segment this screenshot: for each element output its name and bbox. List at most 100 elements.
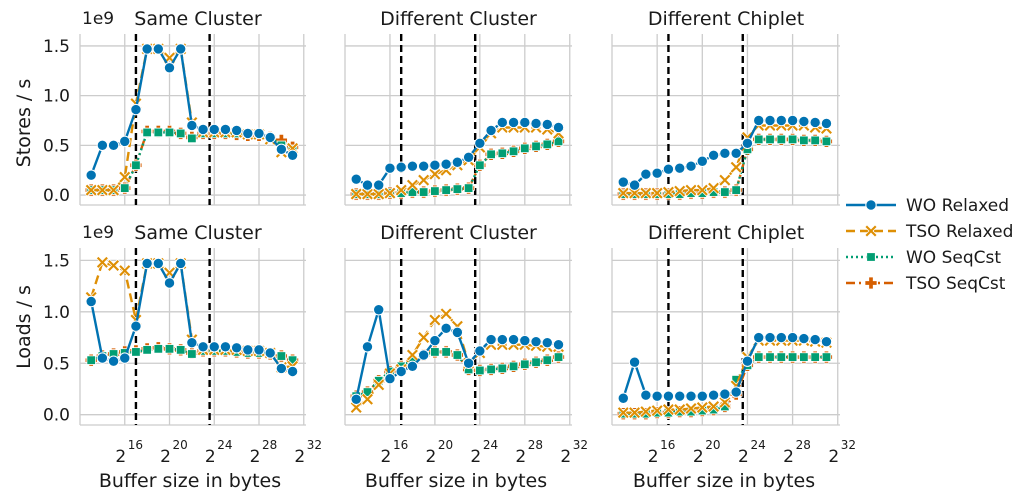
data-point (474, 345, 486, 357)
x-axis-label-1: Buffer size in bytes (99, 470, 281, 492)
data-point (107, 139, 120, 152)
data-point (662, 163, 675, 175)
data-point (164, 127, 175, 138)
data-point (707, 149, 720, 161)
data-point (695, 183, 709, 197)
data-point (541, 336, 553, 349)
data-point (628, 179, 641, 191)
x-tick-exponent: 24 (750, 438, 765, 452)
data-point (530, 117, 542, 130)
data-point (86, 355, 96, 365)
data-point (418, 187, 429, 197)
data-point (417, 173, 431, 187)
x-tick-exponent: 32 (841, 438, 856, 452)
y-tick-label: 1.0 (43, 87, 70, 107)
row-ylabel-loads: Loads / s (13, 285, 35, 369)
x-tick-label: 2 (560, 447, 571, 467)
data-point (141, 43, 153, 55)
data-point (542, 139, 552, 150)
data-point (96, 139, 109, 152)
data-point (673, 403, 687, 417)
data-point (685, 160, 697, 172)
data-point (809, 116, 821, 129)
data-point (407, 187, 418, 197)
data-point (552, 339, 565, 351)
panel-title: Different Chiplet (648, 222, 804, 244)
data-point (373, 179, 385, 191)
data-point (253, 344, 265, 356)
data-point (787, 134, 798, 145)
legend-marker (864, 224, 878, 238)
data-point (820, 335, 833, 348)
data-point (674, 162, 686, 174)
panel-title: Different Chiplet (648, 8, 804, 30)
data-point (497, 148, 508, 159)
data-point (810, 352, 820, 362)
legend-item: WO Relaxed (846, 196, 1009, 216)
y-tick-label: 0.5 (43, 354, 70, 374)
data-point (142, 345, 152, 355)
data-point (153, 344, 164, 354)
data-point (553, 352, 564, 362)
data-point (616, 406, 630, 420)
data-point (820, 117, 833, 130)
data-point (349, 187, 363, 201)
data-point (163, 277, 176, 289)
series-wo-relaxed (85, 43, 299, 181)
data-point (821, 136, 832, 147)
data-point (553, 136, 564, 147)
y-tick-label: 0.0 (43, 406, 70, 426)
data-point (440, 322, 452, 334)
data-point (799, 135, 809, 146)
data-point (417, 160, 430, 172)
data-point (230, 124, 243, 137)
data-point (507, 116, 520, 129)
series-wo-seqcst (351, 347, 564, 401)
data-point (142, 127, 152, 138)
data-point (730, 386, 742, 398)
y-tick-label: 1.5 (43, 251, 70, 271)
data-point (131, 347, 141, 357)
data-point (707, 181, 721, 195)
data-point (395, 161, 407, 173)
data-point (119, 352, 131, 364)
x-tick-exponent: 28 (796, 438, 811, 452)
data-point (430, 347, 440, 357)
data-point (775, 331, 788, 344)
data-point (661, 403, 675, 417)
data-point (720, 187, 730, 197)
x-tick-exponent: 16 (393, 438, 408, 452)
data-point (707, 399, 721, 413)
x-tick-exponent: 20 (173, 438, 188, 452)
panel-title: Same Cluster (134, 222, 262, 244)
data-point (230, 342, 243, 354)
x-tick-label: 2 (738, 447, 749, 467)
x-tick-label: 2 (783, 447, 794, 467)
x-tick-exponent: 16 (128, 438, 143, 452)
data-point (462, 151, 475, 163)
data-point (451, 326, 464, 339)
x-tick-label: 2 (425, 447, 436, 467)
data-point (821, 352, 832, 362)
data-point (764, 114, 776, 127)
data-point (776, 134, 787, 145)
y-tick-label: 0.5 (43, 136, 70, 156)
data-point (462, 357, 475, 369)
data-point (174, 257, 187, 270)
data-point (440, 158, 452, 170)
data-point (361, 179, 374, 191)
data-point (741, 355, 754, 367)
data-point (264, 347, 276, 359)
data-point (730, 147, 742, 160)
data-point (131, 160, 141, 170)
data-point (474, 137, 486, 150)
x-tick-exponent: 16 (660, 438, 675, 452)
row-ylabel-stores: Stores / s (13, 79, 35, 168)
data-point (120, 183, 130, 193)
data-point (350, 173, 362, 185)
data-point (753, 331, 765, 344)
x-tick-label: 2 (515, 447, 526, 467)
